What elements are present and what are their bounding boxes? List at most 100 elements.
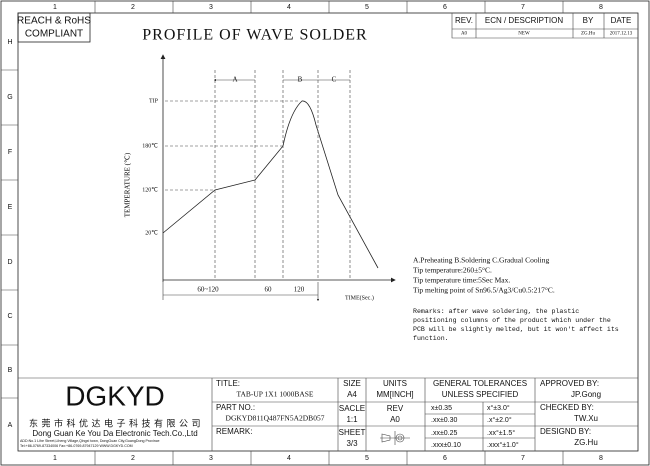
col: 4 [287, 4, 291, 11]
compliance-line: COMPLIANT [25, 29, 83, 40]
tolerance: x°±3.0° [487, 404, 510, 412]
field-label: SACLE [339, 404, 365, 413]
row: G [7, 94, 12, 101]
field-value: A4 [347, 390, 357, 399]
temp-label: 20℃ [145, 230, 158, 236]
remark-line: Remarks: after wave soldering, the plast… [413, 308, 579, 315]
duration-label: 120 [294, 286, 305, 294]
col: 3 [209, 4, 213, 11]
address: ADD:No.1 Lihe Street,Liheng Village,Qing… [20, 439, 160, 443]
row: C [7, 313, 12, 320]
rev-header: REV. [455, 16, 473, 25]
note-line: Tip melting point of Sn96.5/Ag3/Cu0.5:21… [413, 286, 555, 295]
tolerance: .xxx±0.10 [431, 442, 461, 449]
temp-label: 120℃ [142, 187, 158, 193]
col: 3 [209, 455, 213, 462]
y-axis-label: TEMPERATURE (℃) [124, 152, 132, 217]
row: E [8, 204, 13, 211]
compliance-box [17, 12, 91, 43]
projection-symbol [380, 431, 410, 445]
profile-diagram: A B C TIP 180℃ 120℃ 20℃ TEMPERATURE (℃) … [124, 54, 396, 301]
tolerance: .xxx°±1.0° [487, 441, 519, 449]
col: 6 [443, 455, 447, 462]
col: 2 [131, 4, 135, 11]
temp-label: 180℃ [142, 143, 158, 149]
field-label: PART NO.: [216, 403, 255, 412]
col: 6 [443, 4, 447, 11]
rev-header: DATE [611, 16, 632, 25]
remark-line: PCB will be slightly melted, but it won'… [413, 326, 619, 333]
rev-header: ECN / DESCRIPTION [485, 16, 563, 25]
tolerance: .x°±2.0° [487, 416, 512, 424]
row: F [8, 149, 12, 156]
field-label: DESIGND BY: [540, 427, 591, 436]
col: 1 [53, 4, 57, 11]
col: 1 [53, 455, 57, 462]
revision-table: REV. ECN / DESCRIPTION BY DATE A0 NEW ZG… [451, 13, 638, 39]
col: 7 [521, 4, 525, 11]
compliance-line: REACH & RoHS [17, 16, 91, 27]
col: 7 [521, 455, 525, 462]
tolerance: .xx°±1.5° [487, 429, 515, 437]
zone-dividers [1, 1, 564, 465]
rev-cell: A0 [461, 32, 468, 37]
tolerance: .xx±0.30 [431, 417, 458, 424]
zone-label: C [332, 76, 337, 84]
profile-curve [162, 100, 379, 269]
field-value: DGKYD811Q487FN5A2DB057 [226, 414, 325, 423]
tolerance: x±0.35 [431, 405, 452, 412]
field-value: TW.Xu [574, 414, 598, 423]
note-line: A.Preheating B.Soldering C.Gradual Cooli… [413, 256, 549, 265]
rev-cell: ZG.Hu [581, 32, 596, 37]
remark-line: function. [413, 335, 449, 342]
company-cn: 东 莞 市 科 优 达 电 子 科 技 有 限 公 司 [29, 417, 201, 428]
remark-line: positioning columns of the product which… [413, 317, 611, 324]
x-axis-label: TIME(Sec.) [345, 294, 374, 301]
field-value: TAB-UP 1X1 1000BASE [236, 390, 313, 399]
field-label: REMARK: [216, 427, 252, 436]
field-label: UNLESS SPECIFIED [442, 390, 519, 399]
field-value: 1:1 [346, 415, 358, 424]
note-line: Tip temperature time:5Sec Max. [413, 276, 510, 285]
row: D [7, 259, 12, 266]
logo: DGKYD [65, 380, 165, 411]
note-line: Tip temperature:260±5°C. [413, 266, 492, 275]
row: H [7, 39, 12, 46]
zone-label: B [298, 76, 303, 84]
remarks: Remarks: after wave soldering, the plast… [413, 308, 619, 342]
field-label: APPROVED BY: [540, 379, 599, 388]
row: B [8, 367, 13, 374]
zone-label: A [232, 76, 237, 84]
field-value: 3/3 [346, 439, 358, 448]
duration-label: 60 [265, 286, 273, 294]
field-value: JP.Gong [571, 390, 601, 399]
tolerance: .xx±0.25 [431, 430, 458, 437]
field-value: MM[INCH] [376, 390, 413, 399]
col: 4 [287, 455, 291, 462]
company-en: Dong Guan Ke You Da Electronic Tech.Co.,… [32, 429, 197, 438]
rev-cell: NEW [518, 32, 530, 37]
duration-label: 60~120 [197, 286, 219, 294]
field-label: SIZE [343, 379, 361, 388]
field-value: A0 [390, 415, 400, 424]
rev-cell: 2017.12.13 [610, 32, 633, 37]
notes: A.Preheating B.Soldering C.Gradual Cooli… [413, 256, 555, 295]
col: 8 [599, 455, 603, 462]
col: 5 [365, 455, 369, 462]
address: Tel:+86-0769-87334006 Fax:+86-0769-87947… [20, 444, 133, 448]
col: 8 [599, 4, 603, 11]
field-label: GENERAL TOLERANCES [433, 379, 527, 388]
temp-label: TIP [149, 98, 159, 104]
sheet-title: PROFILE OF WAVE SOLDER [142, 27, 367, 44]
col: 2 [131, 455, 135, 462]
title-block: DGKYD 东 莞 市 科 优 达 电 子 科 技 有 限 公 司 Dong G… [18, 377, 638, 451]
field-label: CHECKED BY: [540, 403, 594, 412]
inner-frame [17, 12, 639, 452]
row: A [8, 422, 13, 429]
column-numbers: 1 2 3 4 5 6 7 8 1 2 3 4 5 6 7 8 H G F E … [7, 4, 603, 462]
field-label: SHEET [339, 428, 366, 437]
field-label: REV [387, 404, 404, 413]
field-label: UNITS [383, 379, 407, 388]
